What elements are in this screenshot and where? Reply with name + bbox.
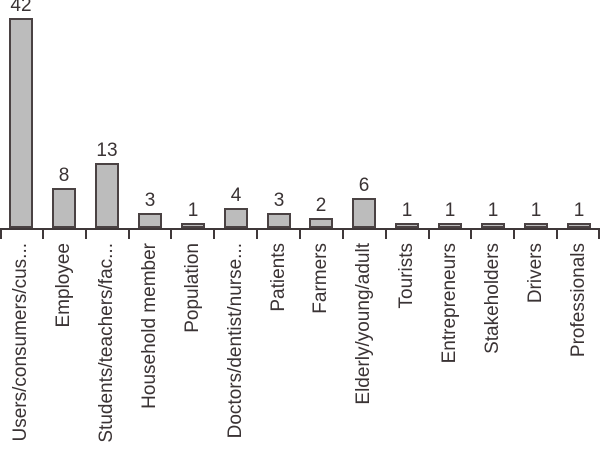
x-axis-label: Professionals xyxy=(568,243,589,358)
x-axis-tick xyxy=(598,230,600,239)
x-axis-label: Doctors/dentist/nurse... xyxy=(225,243,246,439)
x-axis-tick xyxy=(42,230,44,239)
bar-value-label: 13 xyxy=(96,140,118,161)
bar xyxy=(438,223,462,228)
x-axis-tick xyxy=(470,230,472,239)
x-axis-tick xyxy=(128,230,130,239)
x-axis-tick xyxy=(513,230,515,239)
bar-value-label: 3 xyxy=(144,190,156,211)
x-axis-label: Students/teachers/fac... xyxy=(96,243,117,443)
bar-value-label: 1 xyxy=(401,200,413,221)
bar xyxy=(52,188,76,228)
x-axis-label: Users/consumers/cus... xyxy=(10,243,31,442)
bar xyxy=(395,223,419,228)
x-axis-label: Elderly/young/adult xyxy=(353,243,374,405)
x-axis-line xyxy=(0,228,600,230)
x-axis-tick xyxy=(85,230,87,239)
bar-value-label: 6 xyxy=(358,175,370,196)
bar-value-label: 1 xyxy=(573,200,585,221)
x-axis-tick xyxy=(342,230,344,239)
x-axis-tick xyxy=(256,230,258,239)
x-axis-tick xyxy=(556,230,558,239)
bar-value-label: 4 xyxy=(230,185,242,206)
x-axis-label: Household member xyxy=(139,243,160,409)
bar xyxy=(181,223,205,228)
bar-value-label: 1 xyxy=(487,200,499,221)
bar xyxy=(267,213,291,228)
bar xyxy=(9,18,33,228)
x-axis-label: Employee xyxy=(53,243,74,328)
x-axis-label: Tourists xyxy=(396,243,417,309)
bar xyxy=(95,163,119,228)
bar xyxy=(224,208,248,228)
x-axis-label: Stakeholders xyxy=(482,243,503,354)
bar-value-label: 1 xyxy=(530,200,542,221)
x-axis-tick xyxy=(385,230,387,239)
bar-value-label: 1 xyxy=(187,200,199,221)
bar-value-label: 2 xyxy=(315,195,327,216)
bar xyxy=(138,213,162,228)
bar-value-label: 1 xyxy=(444,200,456,221)
x-axis-label: Patients xyxy=(268,243,289,312)
bar xyxy=(524,223,548,228)
x-axis-label: Farmers xyxy=(310,243,331,314)
x-axis-tick xyxy=(0,230,2,239)
x-axis-label: Entrepreneurs xyxy=(439,243,460,364)
x-axis-label: Population xyxy=(182,243,203,333)
bar-value-label: 8 xyxy=(58,165,70,186)
x-axis-tick xyxy=(428,230,430,239)
bar xyxy=(481,223,505,228)
bar xyxy=(309,218,333,228)
x-axis-tick xyxy=(299,230,301,239)
bar xyxy=(567,223,591,228)
bar-value-label: 3 xyxy=(273,190,285,211)
x-axis-tick xyxy=(170,230,172,239)
x-axis-label: Drivers xyxy=(525,243,546,304)
x-axis-tick xyxy=(213,230,215,239)
bar xyxy=(352,198,376,228)
bar-value-label: 42 xyxy=(10,0,32,16)
